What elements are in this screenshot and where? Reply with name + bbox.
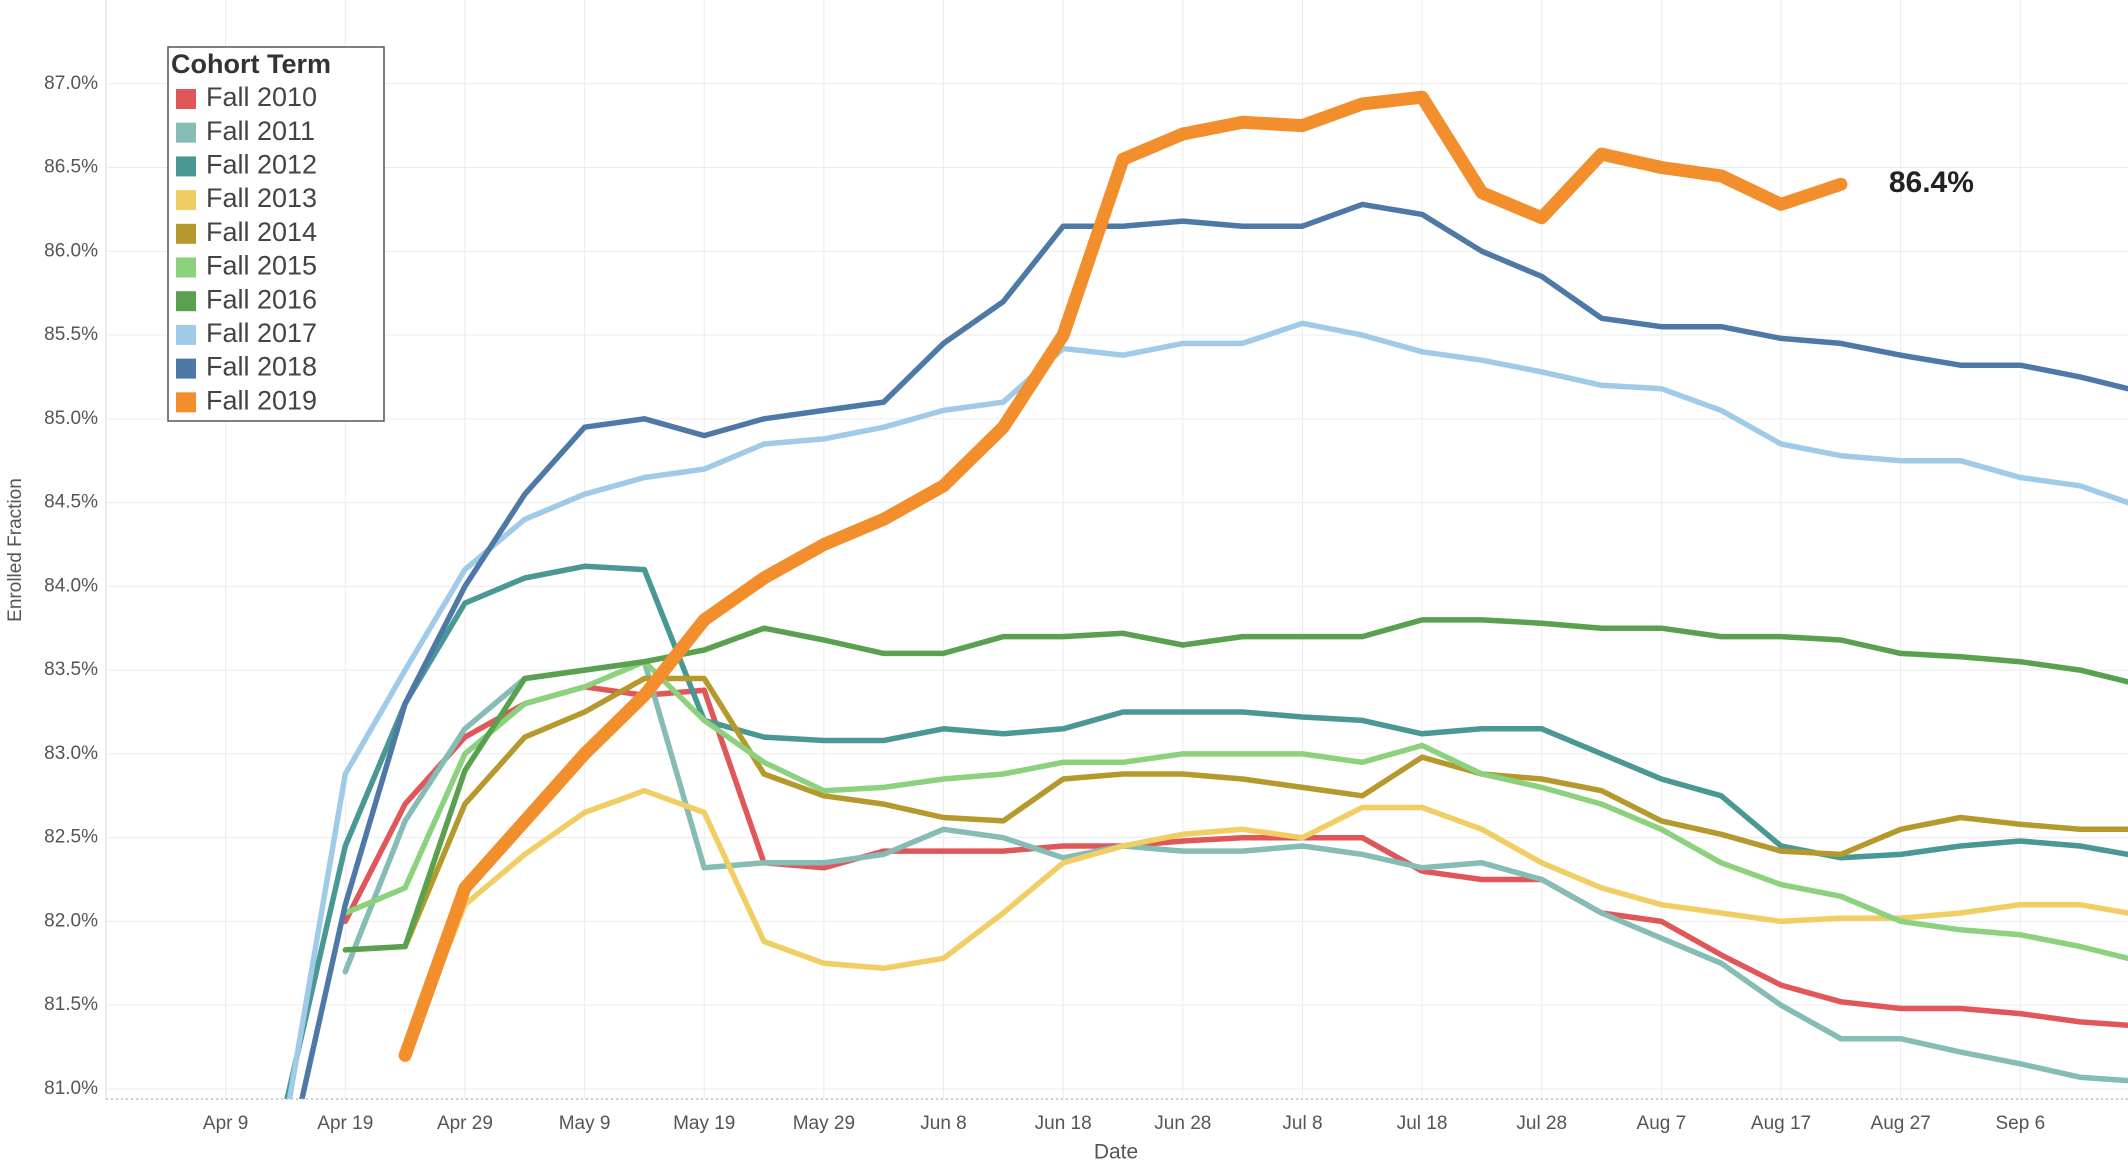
legend-swatch [176, 324, 196, 345]
y-tick-label: 82.5% [44, 827, 98, 848]
legend-swatch [176, 358, 196, 379]
x-tick-label: Jun 18 [1035, 1113, 1092, 1134]
legend-swatch [176, 156, 196, 177]
x-tick-label: Jun 28 [1154, 1113, 1211, 1134]
x-tick-label: Jul 28 [1516, 1113, 1567, 1134]
legend-label: Fall 2016 [206, 284, 317, 314]
legend-label: Fall 2018 [206, 352, 317, 382]
grid [106, 0, 2128, 1099]
legend-label: Fall 2017 [206, 318, 317, 348]
legend-label: Fall 2011 [206, 116, 315, 146]
x-tick-label: Aug 27 [1871, 1113, 1931, 1134]
x-tick-label: Apr 19 [317, 1113, 373, 1134]
x-tick-label: Aug 7 [1637, 1113, 1687, 1134]
series-line [342, 658, 2128, 962]
x-tick-label: Apr 9 [203, 1113, 248, 1134]
legend-swatch [176, 257, 196, 278]
y-tick-label: 85.0% [44, 408, 98, 429]
y-tick-label: 83.5% [44, 659, 98, 680]
y-tick-label: 84.5% [44, 492, 98, 513]
y-tick-label: 81.5% [44, 994, 98, 1015]
y-tick-label: 81.0% [44, 1078, 98, 1099]
series-line [398, 90, 1848, 1062]
legend-label: Fall 2013 [206, 183, 317, 213]
x-tick-label: Jul 8 [1282, 1113, 1322, 1134]
legend-label: Fall 2010 [206, 82, 317, 112]
series-line [342, 617, 2128, 953]
series-line [402, 675, 2128, 950]
legend-swatch [176, 89, 196, 109]
legend-swatch [176, 291, 196, 312]
y-tick-label: 86.5% [44, 157, 98, 178]
y-tick-label: 83.0% [44, 743, 98, 764]
x-tick-label: May 9 [559, 1113, 611, 1134]
x-tick-label: Jul 18 [1397, 1113, 1448, 1134]
x-tick-label: May 29 [793, 1113, 855, 1134]
x-tick-label: Apr 29 [437, 1113, 493, 1134]
legend-swatch [176, 122, 196, 143]
x-axis-label: Date [1094, 1141, 1138, 1164]
y-tick-label: 82.0% [44, 910, 98, 931]
legend-title: Cohort Term [171, 49, 331, 79]
y-tick-label: 85.5% [44, 324, 98, 345]
series-line [299, 201, 2128, 1099]
series-line [286, 320, 2128, 1099]
legend-label: Fall 2015 [206, 251, 317, 281]
legend-box [167, 46, 385, 422]
end-label: 86.4% [1889, 166, 1974, 199]
y-tick-label: 87.0% [44, 73, 98, 94]
legend-swatch [176, 190, 196, 211]
x-tick-label: May 19 [673, 1113, 735, 1134]
series-line [402, 787, 2128, 1059]
x-tick-label: Sep 6 [1995, 1113, 2045, 1134]
legend-swatch [176, 392, 196, 413]
legend-label: Fall 2014 [206, 217, 317, 247]
x-tick-label: Aug 17 [1751, 1113, 1811, 1134]
x-tick-label: Jun 8 [920, 1113, 966, 1134]
y-tick-label: 84.0% [44, 575, 98, 596]
series-line [284, 563, 2128, 1099]
legend-swatch [176, 223, 196, 244]
legend-label: Fall 2012 [206, 150, 317, 180]
plot-area [284, 90, 2128, 1099]
y-tick-label: 86.0% [44, 240, 98, 261]
y-axis-label: Enrolled Fraction [5, 478, 26, 622]
legend-label: Fall 2019 [206, 385, 317, 415]
